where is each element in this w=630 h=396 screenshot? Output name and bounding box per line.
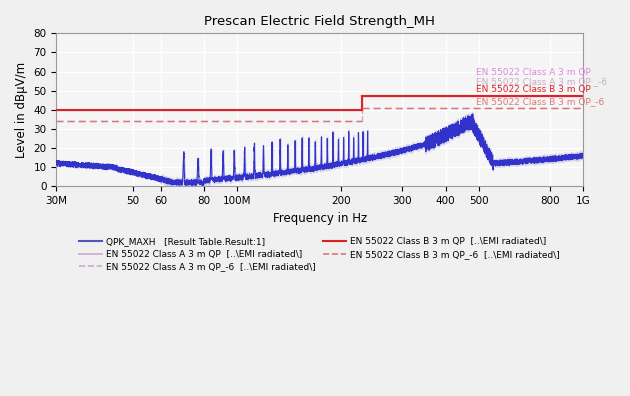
Y-axis label: Level in dBµV/m: Level in dBµV/m [15, 62, 28, 158]
X-axis label: Frequency in Hz: Frequency in Hz [273, 211, 367, 225]
Legend: QPK_MAXH   [Result Table.Result:1], EN 55022 Class A 3 m QP  [..\EMI radiated\],: QPK_MAXH [Result Table.Result:1], EN 550… [76, 234, 564, 275]
Text: EN 55022 Class B 3 m QP_-6: EN 55022 Class B 3 m QP_-6 [476, 97, 604, 106]
Title: Prescan Electric Field Strength_MH: Prescan Electric Field Strength_MH [204, 15, 435, 28]
Text: EN 55022 Class A 3 m QP _-6: EN 55022 Class A 3 m QP _-6 [476, 78, 607, 87]
Text: EN 55022 Class A 3 m QP: EN 55022 Class A 3 m QP [476, 68, 591, 77]
Text: EN 55022 Class B 3 m QP: EN 55022 Class B 3 m QP [476, 85, 591, 94]
